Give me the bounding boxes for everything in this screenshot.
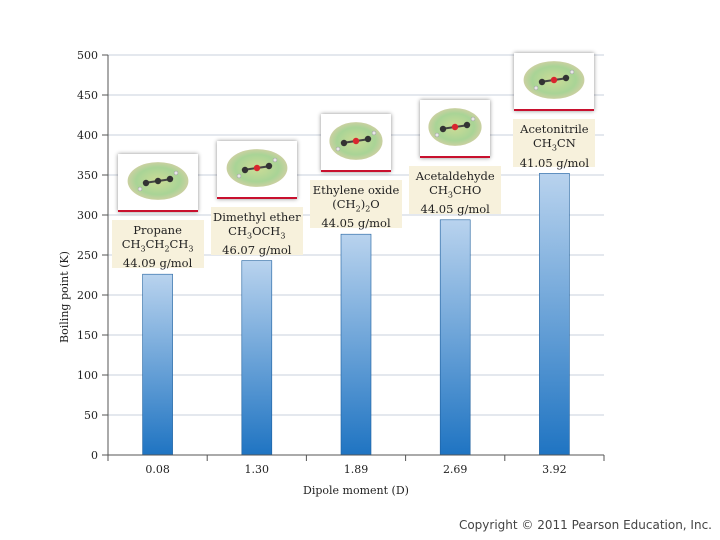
compound-molar-mass: 41.05 g/mol [519,155,590,170]
compound-molar-mass: 44.05 g/mol [420,202,490,217]
y-tick-label: 250 [77,249,98,262]
dimethyl-ether-molecule-icon [216,140,297,199]
y-tick-label: 400 [77,129,98,142]
copyright-text: Copyright © 2011 Pearson Education, Inc. [458,518,712,532]
compound-formula: (CH2)2O [332,197,380,214]
compound-formula: CH3CH2CH3 [121,237,194,254]
y-tick-labels: 0 50 100 150 200 250 300 350 400 450 500 [77,49,108,462]
bar-1.30 [241,260,273,456]
compound-label-1: Dimethyl ether CH3OCH3 46.07 g/mol [210,206,303,257]
compound-molar-mass: 44.05 g/mol [321,216,391,231]
acetonitrile-molecule-icon [514,53,595,112]
compound-formula: CH3CHO [429,182,482,200]
compound-name: Acetonitrile [520,122,589,137]
compound-name: Propane [133,223,182,238]
compound-label-0: Propane CH3CH2CH3 44.09 g/mol [111,220,204,271]
compound-formula: CH3OCH3 [228,223,286,240]
y-tick-label: 150 [77,329,98,342]
acetaldehyde-molecule-icon [420,99,491,158]
x-tick-labels: 0.08 1.30 1.89 2.69 3.92 [107,455,605,476]
compound-label-2: Ethylene oxide (CH2)2O 44.05 g/mol [310,180,402,231]
compound-label-4: Acetonitrile CH3CN 41.05 g/mol [513,119,596,170]
bar-1.89 [340,233,372,456]
y-tick-label: 300 [77,209,98,222]
y-axis-label: Boiling point (K) [58,251,71,343]
x-tick-label: 1.30 [245,463,270,476]
compound-name: Acetaldehyde [415,168,495,183]
y-tick-label: 0 [91,449,98,462]
bar-3.92 [539,173,570,456]
y-tick-label: 500 [77,49,98,62]
y-tick-label: 350 [77,169,98,182]
propane-molecule-icon [117,154,198,213]
x-tick-label: 2.69 [443,463,468,476]
compound-molar-mass: 44.09 g/mol [122,256,193,271]
compound-label-3: Acetaldehyde CH3CHO 44.05 g/mol [409,165,502,217]
compound-molar-mass: 46.07 g/mol [222,242,292,257]
compound-name: Dimethyl ether [212,209,301,224]
bar-0.08 [142,273,173,456]
y-tick-label: 50 [84,409,98,422]
y-tick-label: 200 [77,289,98,302]
x-tick-label: 0.08 [145,463,170,476]
x-tick-label: 1.89 [344,463,369,476]
y-tick-label: 100 [77,369,98,382]
ethylene-oxide-molecule-icon [321,114,391,173]
compound-name: Ethylene oxide [312,183,400,198]
x-axis-label: Dipole moment (D) [303,484,409,497]
x-tick-label: 3.92 [542,463,567,476]
bar-2.69 [439,219,471,456]
compound-formula: CH3CN [532,136,576,153]
y-tick-label: 450 [77,89,98,102]
